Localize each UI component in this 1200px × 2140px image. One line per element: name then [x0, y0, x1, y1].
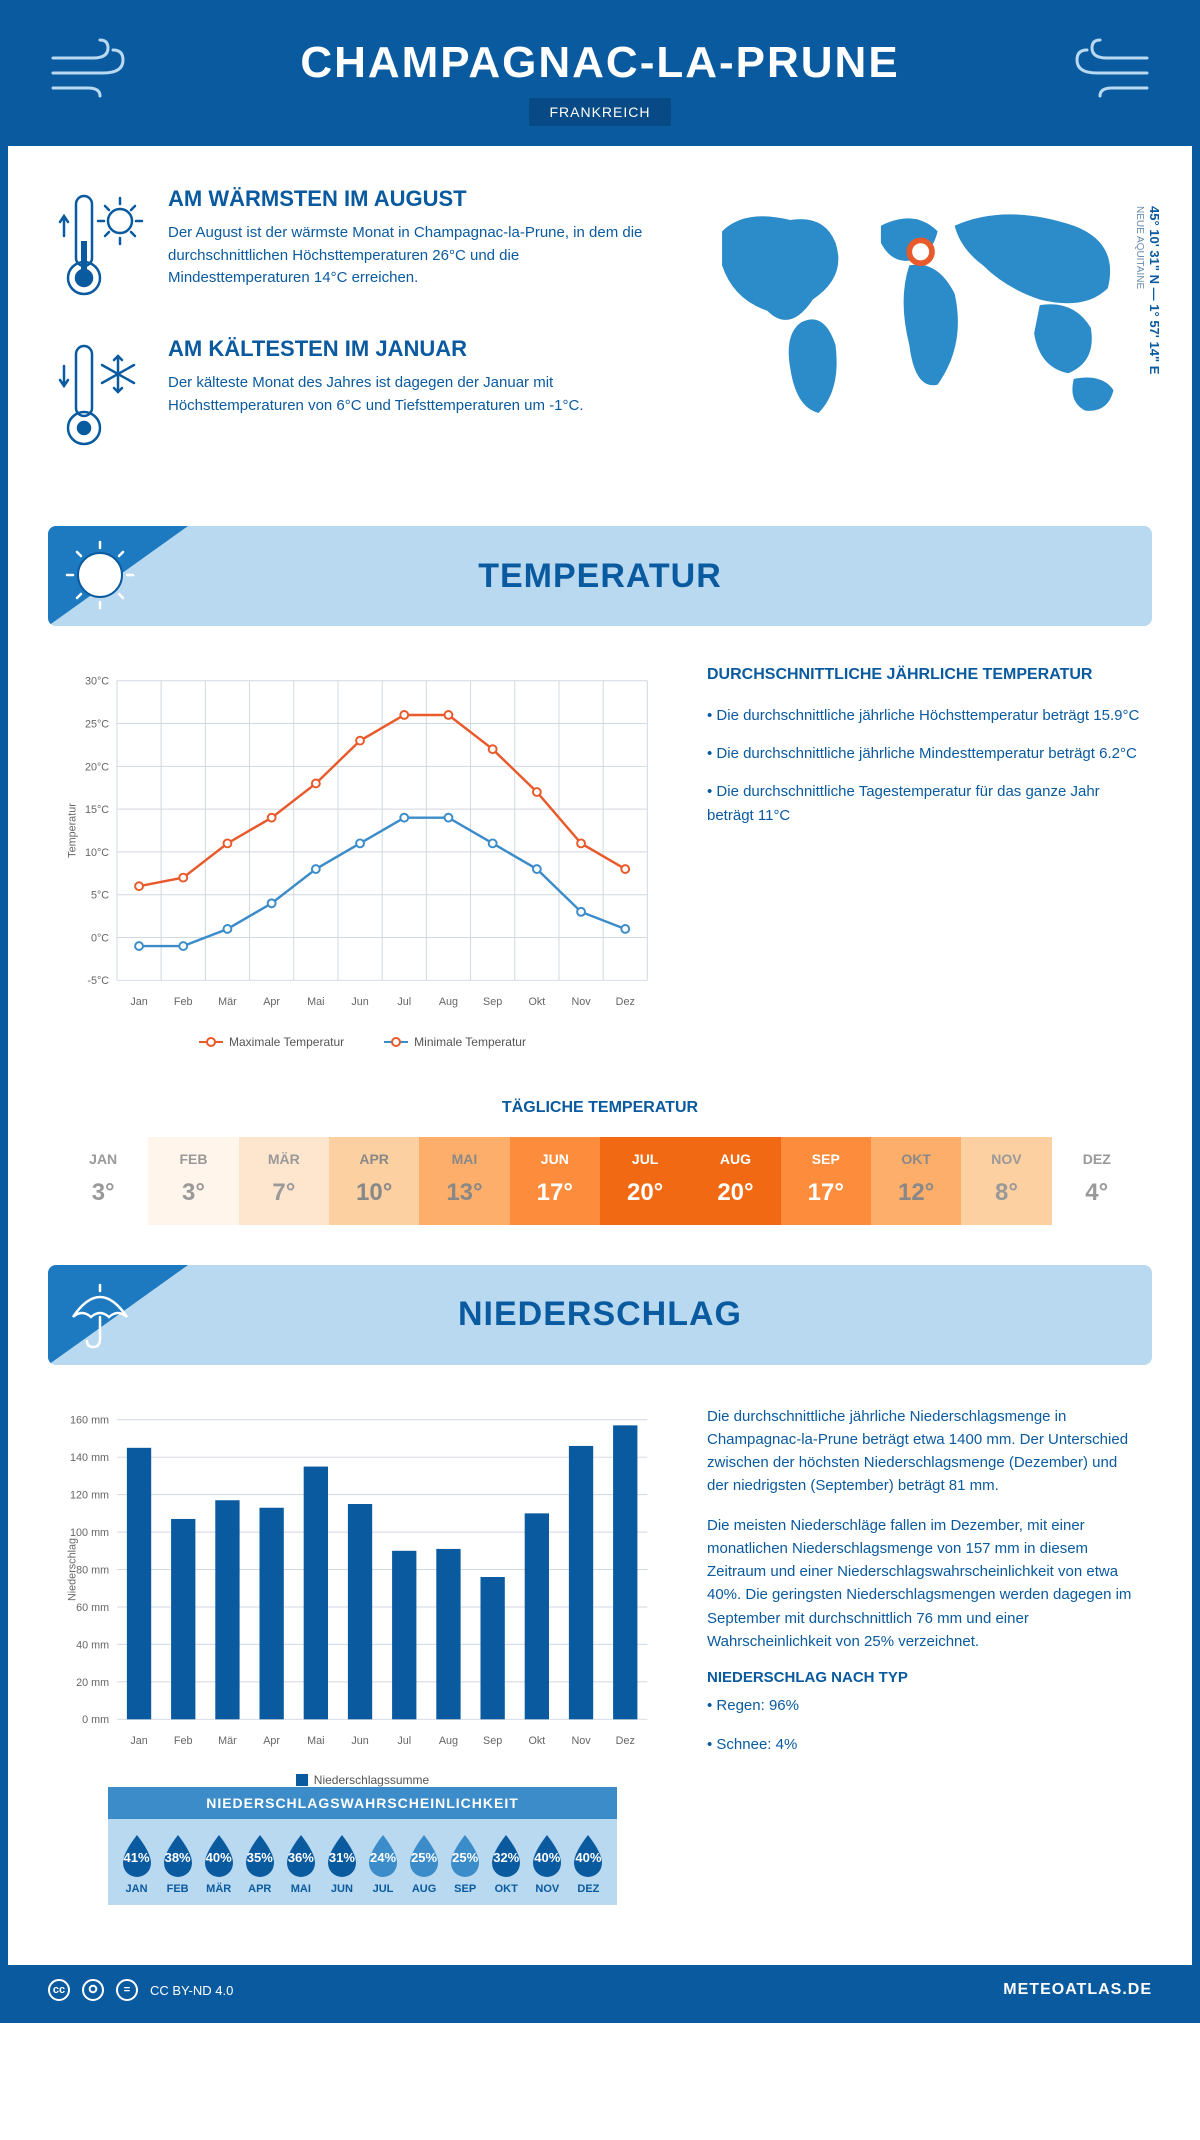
svg-text:80 mm: 80 mm: [76, 1564, 109, 1576]
warm-title: AM WÄRMSTEN IM AUGUST: [168, 186, 648, 212]
svg-text:Temperatur: Temperatur: [67, 803, 79, 858]
svg-text:15°C: 15°C: [85, 804, 109, 816]
svg-text:Dez: Dez: [616, 1734, 635, 1746]
daily-temp-title: TÄGLICHE TEMPERATUR: [8, 1099, 1192, 1117]
cc-icon: cc: [48, 1979, 70, 2001]
thermometer-sun-icon: [58, 186, 148, 306]
svg-text:Mai: Mai: [307, 1734, 324, 1746]
coordinates: 45° 10' 31" N — 1° 57' 14" ENEUE AQUITAI…: [1132, 206, 1162, 374]
precip-type: • Regen: 96%: [707, 1694, 1142, 1717]
svg-text:Dez: Dez: [616, 996, 635, 1008]
site-label: METEOATLAS.DE: [1003, 1981, 1152, 1999]
svg-text:Sep: Sep: [483, 1734, 502, 1746]
svg-text:Jun: Jun: [351, 1734, 368, 1746]
temp-legend: .leg-line:nth-child(1)::before{border-co…: [58, 1035, 667, 1049]
temperature-line-chart: -5°C 0°C 5°C 10°C 15°C 20°C 25°C 30°C Jan Feb Mär A…: [58, 666, 667, 1020]
svg-text:Jul: Jul: [397, 996, 411, 1008]
svg-text:0°C: 0°C: [91, 932, 109, 944]
cold-title: AM KÄLTESTEN IM JANUAR: [168, 336, 648, 362]
svg-text:Nov: Nov: [571, 1734, 591, 1746]
svg-text:Mai: Mai: [307, 996, 324, 1008]
svg-text:Mär: Mär: [218, 1734, 237, 1746]
svg-text:Okt: Okt: [528, 1734, 545, 1746]
svg-text:160 mm: 160 mm: [70, 1414, 109, 1426]
temp-section-banner: TEMPERATUR: [48, 526, 1152, 626]
precip-type: • Schnee: 4%: [707, 1733, 1142, 1756]
footer: cc 🞇 = CC BY-ND 4.0 METEOATLAS.DE: [8, 1965, 1192, 2015]
daily-temp-grid: JAN3°FEB3°MÄR7°APR10°MAI13°JUN17°JUL20°A…: [58, 1137, 1142, 1225]
page-title: CHAMPAGNAC-LA-PRUNE: [48, 38, 1152, 88]
wind-icon: [48, 38, 138, 98]
svg-text:140 mm: 140 mm: [70, 1452, 109, 1464]
svg-text:20°C: 20°C: [85, 761, 109, 773]
precip-type-heading: NIEDERSCHLAG NACH TYP: [707, 1669, 1142, 1686]
svg-text:Jun: Jun: [351, 996, 368, 1008]
precip-text: Die meisten Niederschläge fallen im Deze…: [707, 1514, 1142, 1654]
svg-text:30°C: 30°C: [85, 676, 109, 688]
svg-text:20 mm: 20 mm: [76, 1676, 109, 1688]
warmest-block: AM WÄRMSTEN IM AUGUST Der August ist der…: [58, 186, 648, 306]
svg-text:Sep: Sep: [483, 996, 502, 1008]
svg-text:-5°C: -5°C: [87, 975, 109, 987]
svg-text:120 mm: 120 mm: [70, 1489, 109, 1501]
by-icon: 🞇: [82, 1979, 104, 2001]
license-label: CC BY-ND 4.0: [150, 1983, 233, 1998]
warm-text: Der August ist der wärmste Monat in Cham…: [168, 222, 648, 290]
svg-text:Feb: Feb: [174, 996, 193, 1008]
svg-text:Feb: Feb: [174, 1734, 193, 1746]
precip-legend: Niederschlagssumme: [58, 1773, 667, 1787]
svg-text:10°C: 10°C: [85, 847, 109, 859]
country-label: FRANKREICH: [529, 98, 670, 126]
probability-grid: 41%JAN38%FEB40%MÄR35%APR36%MAI31%JUN24%J…: [108, 1819, 617, 1905]
precipitation-bar-chart: 0 mm 20 mm 40 mm 60 mm 80 mm 100 mm 120 mm 140 …: [58, 1405, 667, 1759]
precip-section-banner: NIEDERSCHLAG: [48, 1265, 1152, 1365]
world-map-icon: [688, 186, 1142, 436]
thermometer-snow-icon: [58, 336, 148, 456]
precip-text: Die durchschnittliche jährliche Niedersc…: [707, 1405, 1142, 1498]
svg-text:Aug: Aug: [439, 996, 458, 1008]
cold-text: Der kälteste Monat des Jahres ist dagege…: [168, 372, 648, 417]
temp-bullet: • Die durchschnittliche Tagestemperatur …: [707, 780, 1142, 828]
svg-text:Apr: Apr: [263, 996, 280, 1008]
svg-text:25°C: 25°C: [85, 718, 109, 730]
svg-text:100 mm: 100 mm: [70, 1527, 109, 1539]
wind-icon: [1062, 38, 1152, 98]
svg-text:Nov: Nov: [571, 996, 591, 1008]
svg-text:Jan: Jan: [130, 1734, 147, 1746]
header: CHAMPAGNAC-LA-PRUNE FRANKREICH: [8, 8, 1192, 146]
svg-text:Okt: Okt: [528, 996, 545, 1008]
precip-heading: NIEDERSCHLAG: [458, 1295, 742, 1334]
temp-bullet: • Die durchschnittliche jährliche Höchst…: [707, 704, 1142, 728]
svg-text:5°C: 5°C: [91, 890, 109, 902]
temp-heading: TEMPERATUR: [478, 557, 722, 596]
umbrella-icon: [63, 1277, 138, 1352]
svg-text:Aug: Aug: [439, 1734, 458, 1746]
coldest-block: AM KÄLTESTEN IM JANUAR Der kälteste Mona…: [58, 336, 648, 456]
sun-icon: [63, 538, 138, 613]
nd-icon: =: [116, 1979, 138, 2001]
temp-bullet: • Die durchschnittliche jährliche Mindes…: [707, 742, 1142, 766]
svg-text:Mär: Mär: [218, 996, 237, 1008]
svg-text:60 mm: 60 mm: [76, 1602, 109, 1614]
svg-text:0 mm: 0 mm: [82, 1714, 109, 1726]
svg-text:Jan: Jan: [130, 996, 147, 1008]
svg-text:Jul: Jul: [397, 1734, 411, 1746]
prob-title: NIEDERSCHLAGSWAHRSCHEINLICHKEIT: [108, 1787, 617, 1819]
svg-text:Niederschlag: Niederschlag: [67, 1538, 79, 1601]
temp-info-heading: DURCHSCHNITTLICHE JÄHRLICHE TEMPERATUR: [707, 666, 1142, 684]
svg-text:Apr: Apr: [263, 1734, 280, 1746]
svg-text:40 mm: 40 mm: [76, 1639, 109, 1651]
